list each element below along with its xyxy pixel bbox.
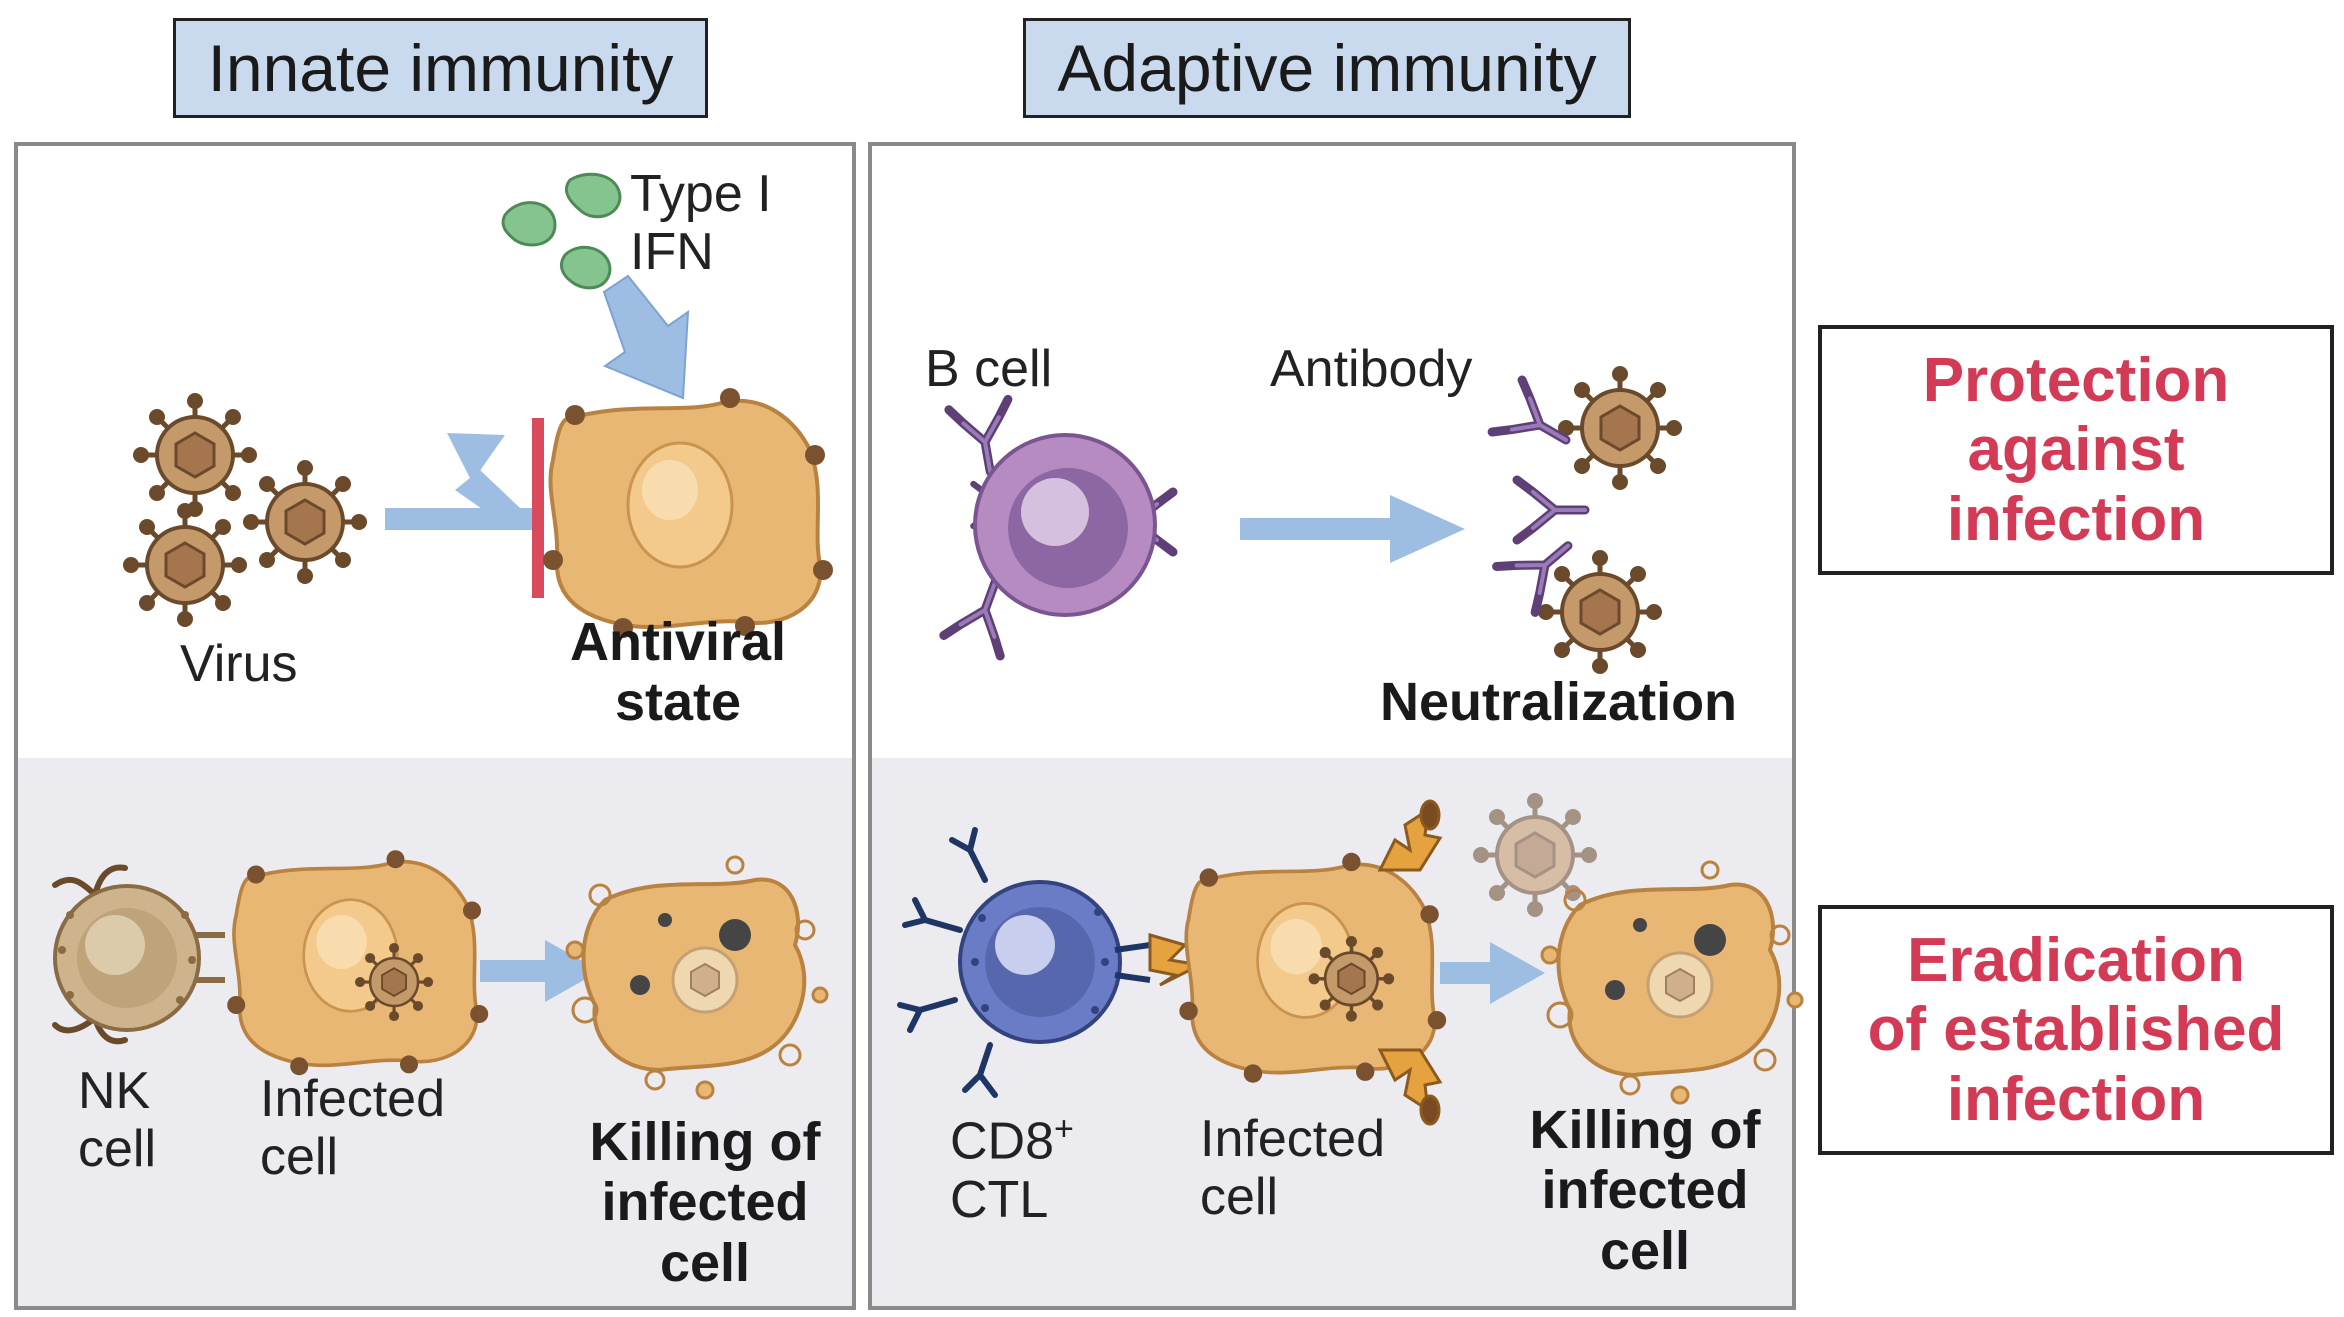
cd8-label-line1: CD8+: [950, 1110, 1074, 1171]
protection-line1: Protection: [1922, 345, 2230, 415]
b-cell: [944, 399, 1173, 656]
antiviral-label-line2: state: [614, 672, 742, 733]
killing-label-adaptive: Killing of infected cell: [1510, 1100, 1780, 1281]
ifn-label-line2: IFN: [630, 223, 714, 282]
eradication-outcome-box: Eradication of established infection: [1818, 905, 2334, 1155]
virus-icon: [1558, 366, 1682, 490]
protection-outcome-box: Protection against infection: [1818, 325, 2334, 575]
innate-immunity-header: Innate immunity: [173, 18, 708, 118]
infected-cell-label-adaptive: Infected cell: [1200, 1110, 1385, 1226]
eradication-line2: of established: [1867, 995, 2285, 1065]
cd8-text: CD8: [950, 1112, 1055, 1171]
killing-line3: cell: [1599, 1220, 1691, 1281]
nk-label-line1: NK: [78, 1062, 151, 1120]
virus-to-cell-arrow: [385, 433, 535, 530]
antiviral-state-label: Antiviral state: [558, 612, 798, 733]
ctl-label-line2: CTL: [950, 1170, 1049, 1229]
eradication-line1: Eradication: [1907, 925, 2245, 995]
virus-icon: [123, 503, 247, 627]
infected-label-line2: cell: [1200, 1168, 1279, 1227]
killing-label-innate: Killing of infected cell: [570, 1112, 840, 1293]
ifn-droplet-icon: [564, 172, 622, 219]
innate-immunity-title: Innate immunity: [207, 31, 674, 105]
adaptive-immunity-header: Adaptive immunity: [1023, 18, 1631, 118]
ifn-label-line1: Type I: [630, 165, 772, 223]
ifn-droplet-icon: [560, 245, 612, 290]
ctl-kill-arrow: [1440, 942, 1545, 1004]
adaptive-immunity-title: Adaptive immunity: [1057, 31, 1597, 105]
killing-line1: Killing of: [589, 1112, 821, 1172]
bcell-arrow: [1240, 495, 1465, 563]
antibody-label: Antibody: [1270, 340, 1473, 398]
infected-cell-innate: [225, 848, 490, 1077]
virus-particles: [123, 393, 367, 627]
ifn-droplets: [501, 172, 622, 290]
cd8-ctl-label: CD8+ CTL: [950, 1110, 1074, 1229]
killing-line2: infected: [601, 1172, 809, 1233]
cd8-ctl: [897, 827, 1205, 1098]
mhc-molecules: [1377, 799, 1443, 1126]
virus-icon: [1538, 550, 1662, 674]
nk-label-line2: cell: [78, 1120, 157, 1179]
ifn-arrow: [602, 274, 690, 400]
killing-line1: Killing of: [1529, 1100, 1761, 1160]
protection-line3: infection: [1946, 484, 2206, 554]
infected-cell-label-innate: Infected cell: [260, 1070, 445, 1186]
virus-icon: [243, 460, 367, 584]
virus-label: Virus: [180, 635, 298, 693]
killed-cell-adaptive: [1540, 860, 1804, 1105]
released-virus: [1473, 793, 1597, 917]
infected-cell-adaptive: [1177, 850, 1449, 1085]
neutralization-label: Neutralization: [1380, 672, 1738, 732]
ifn-droplet-icon: [501, 201, 557, 247]
infected-label-line2: cell: [260, 1128, 339, 1187]
antiviral-label-line1: Antiviral: [569, 612, 787, 672]
inhibition-bar: [532, 418, 544, 598]
neutralized-viruses: [1492, 366, 1682, 674]
killing-line3: cell: [659, 1232, 751, 1293]
nk-cell: [52, 864, 225, 1045]
eradication-line3: infection: [1946, 1064, 2206, 1134]
killing-line2: infected: [1541, 1160, 1749, 1221]
ifn-label: Type I IFN: [630, 165, 772, 281]
cd8-superscript: +: [1054, 1110, 1074, 1148]
infected-label-line1: Infected: [1200, 1110, 1386, 1168]
nk-kill-arrow: [480, 940, 600, 1002]
b-cell-label: B cell: [925, 340, 1053, 398]
antiviral-cell: [541, 386, 835, 640]
killed-cell-innate: [565, 855, 829, 1100]
protection-line2: against: [1967, 415, 2185, 485]
infected-label-line1: Infected: [260, 1070, 446, 1128]
nk-cell-label: NK cell: [78, 1062, 156, 1178]
virus-icon: [133, 393, 257, 517]
